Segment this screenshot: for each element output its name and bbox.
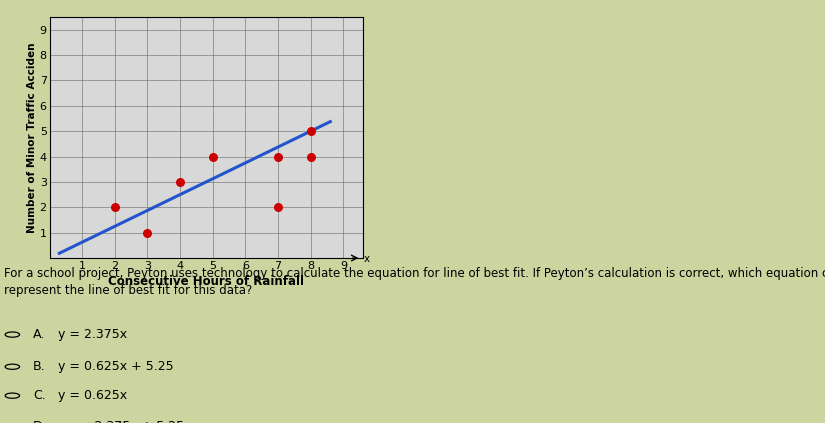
Point: [206, 153, 219, 160]
Point: [304, 128, 318, 135]
Point: [108, 204, 121, 211]
Point: [304, 153, 318, 160]
Text: x: x: [364, 254, 370, 264]
Text: y = 0.625x: y = 0.625x: [58, 389, 127, 402]
X-axis label: Consecutive Hours of Rainfall: Consecutive Hours of Rainfall: [108, 275, 304, 288]
Text: For a school project, Peyton uses technology to calculate the equation for line : For a school project, Peyton uses techno…: [4, 267, 825, 297]
Text: y = 0.625x + 5.25: y = 0.625x + 5.25: [58, 360, 173, 373]
Text: D.: D.: [33, 420, 47, 423]
Text: A.: A.: [33, 328, 45, 341]
Y-axis label: Number of Minor Traffic Acciden: Number of Minor Traffic Acciden: [27, 42, 37, 233]
Text: C.: C.: [33, 389, 45, 402]
Text: B.: B.: [33, 360, 45, 373]
Point: [173, 179, 186, 185]
Point: [271, 153, 285, 160]
Point: [141, 229, 154, 236]
Text: y = −2.375x + 5.25: y = −2.375x + 5.25: [58, 420, 184, 423]
Text: y = 2.375x: y = 2.375x: [58, 328, 127, 341]
Point: [271, 204, 285, 211]
